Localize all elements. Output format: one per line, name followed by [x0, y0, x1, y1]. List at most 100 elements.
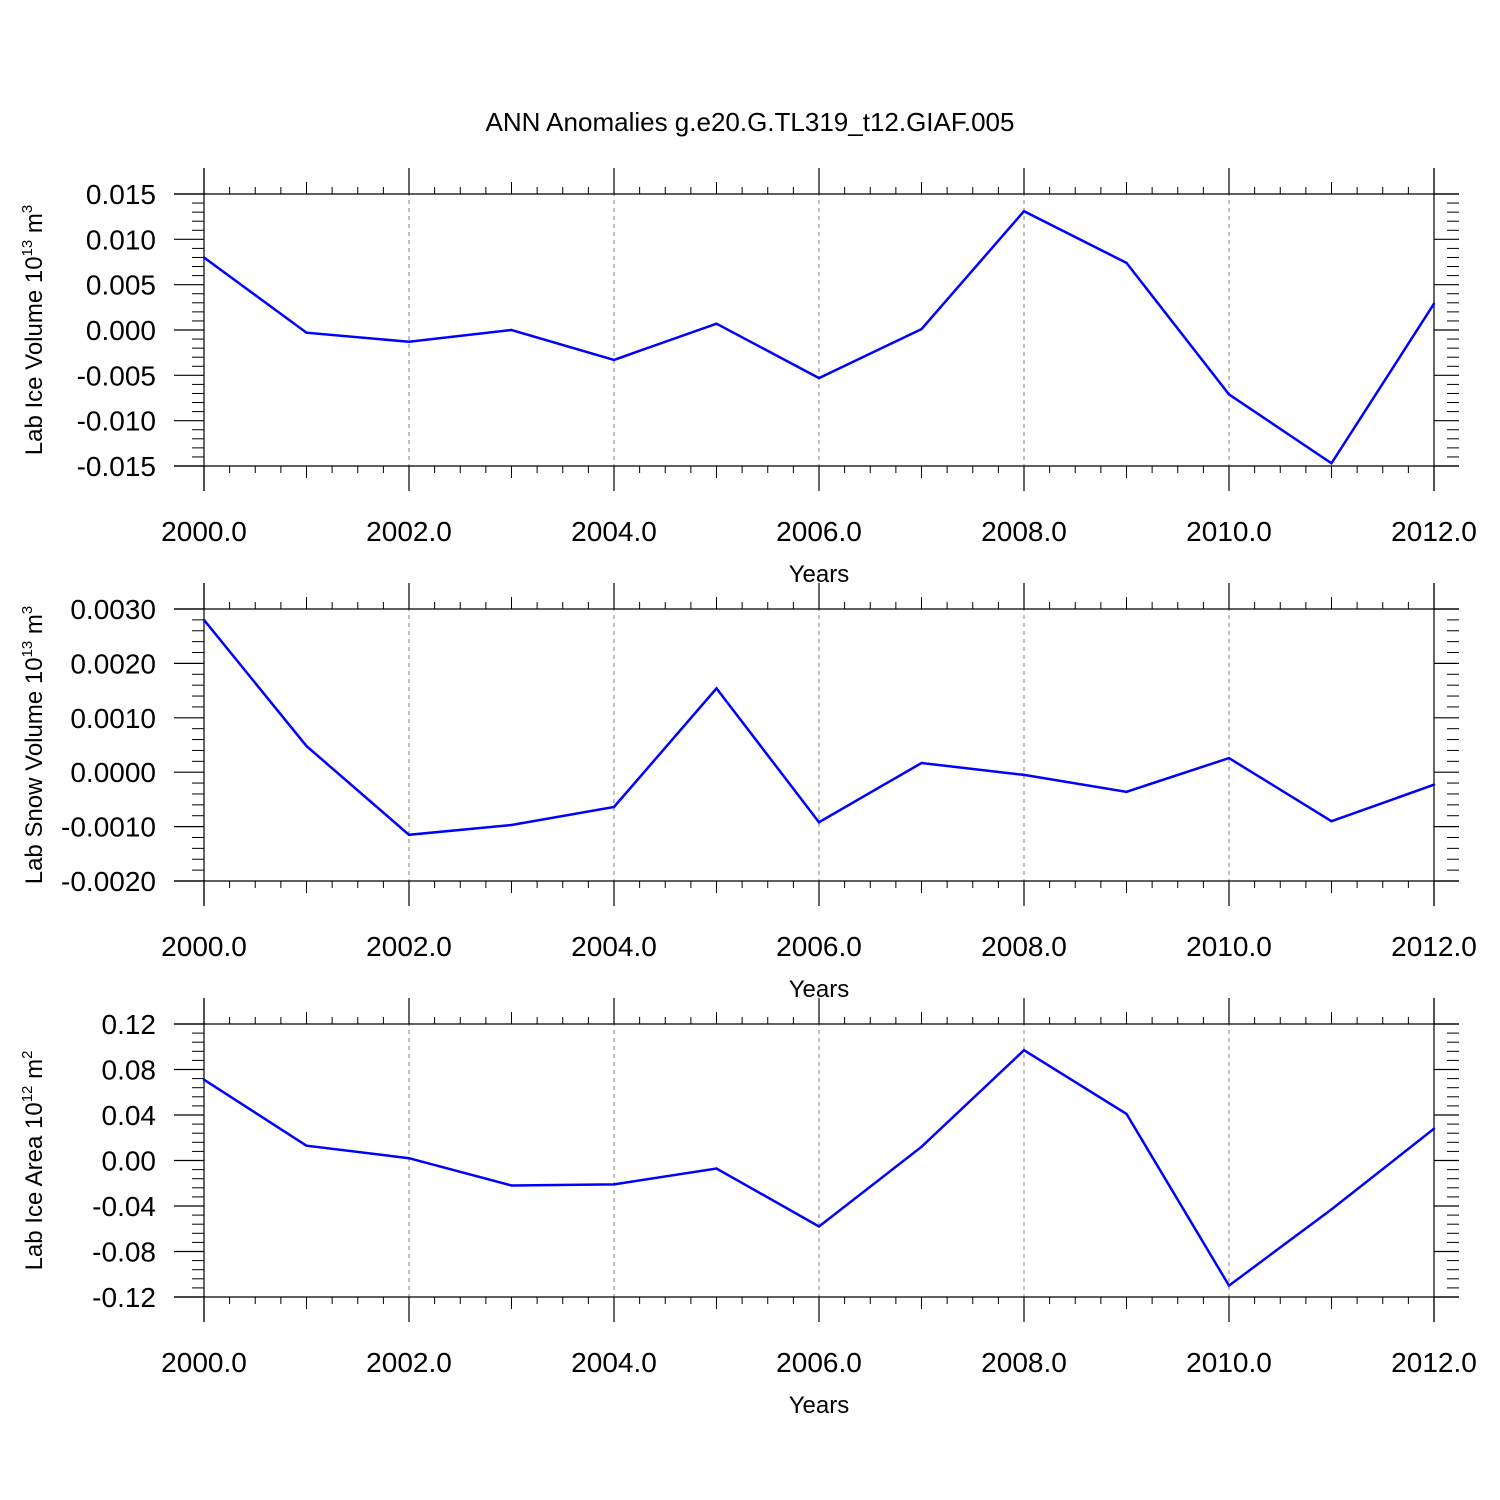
data-point: [305, 1144, 308, 1147]
y-axis-label-superscript: 2: [19, 1051, 36, 1059]
data-point: [1330, 462, 1333, 465]
data-point: [305, 331, 308, 334]
data-point: [1022, 773, 1026, 777]
data-point: [407, 1157, 411, 1160]
y-axis-label-part: Lab Ice Area 10: [21, 1102, 48, 1270]
data-point: [817, 376, 821, 380]
y-axis-label-superscript: 12: [19, 1086, 36, 1103]
panel-1: -0.015 -0.010 -0.005 0.000 0.005 0.010 0.015 20…: [19, 168, 1477, 588]
data-point: [1125, 1112, 1128, 1116]
data-point: [510, 1184, 513, 1187]
panel-3: -0.12 -0.08 -0.04 0.00 0.04 0.08 0.12 2000.0 200…: [19, 998, 1477, 1419]
y-axis-label: Lab Snow Volume 1013 m3: [19, 606, 48, 885]
x-tick-label: 2010.0: [1186, 516, 1272, 547]
data-point: [202, 618, 206, 622]
data-point: [715, 1167, 718, 1170]
y-axis-label-superscript: 13: [19, 641, 36, 658]
y-tick-label: 0.0010: [70, 703, 156, 734]
data-point: [612, 358, 616, 362]
y-tick-label: 0.04: [102, 1100, 157, 1131]
y-tick-label: 0.00: [102, 1146, 157, 1177]
data-point: [715, 322, 718, 325]
data-point: [407, 833, 411, 836]
y-tick-label: -0.12: [92, 1282, 156, 1313]
y-tick-label: 0.08: [102, 1055, 157, 1086]
data-point: [1227, 756, 1231, 760]
x-tick-label: 2002.0: [366, 931, 452, 962]
data-point: [920, 1145, 923, 1149]
data-point: [612, 1183, 616, 1186]
data-point: [510, 328, 513, 332]
x-tick-label: 2000.0: [161, 1347, 247, 1378]
y-tick-label: -0.005: [77, 360, 156, 391]
y-axis-label-part: m: [21, 614, 48, 641]
data-point: [1022, 1048, 1026, 1052]
y-tick-label: 0.010: [86, 224, 156, 255]
x-tick-label: 2008.0: [981, 1347, 1067, 1378]
data-point: [1432, 1127, 1436, 1130]
x-tick-label: 2008.0: [981, 931, 1067, 962]
x-tick-label: 2002.0: [366, 1347, 452, 1378]
x-tick-label: 2006.0: [776, 1347, 862, 1378]
x-tick-label: 2000.0: [161, 931, 247, 962]
y-tick-label: -0.015: [77, 451, 156, 482]
data-point: [817, 1225, 821, 1228]
y-axis-label: Lab Ice Area 1012 m2: [19, 1051, 48, 1271]
data-point: [1432, 783, 1436, 786]
data-point: [1432, 302, 1436, 305]
data-point: [305, 744, 308, 748]
data-point: [1125, 790, 1128, 793]
y-tick-label: 0.0020: [70, 648, 156, 679]
data-point: [1227, 393, 1231, 396]
y-tick-label: 0.0000: [70, 757, 156, 788]
y-axis-label: Lab Ice Volume 1013 m3: [19, 205, 48, 456]
data-point: [202, 256, 206, 259]
chart-title: ANN Anomalies g.e20.G.TL319_t12.GIAF.005: [486, 107, 1015, 137]
x-tick-label: 2010.0: [1186, 931, 1272, 962]
y-axis-label-superscript: 3: [19, 205, 36, 213]
x-tick-label: 2004.0: [571, 1347, 657, 1378]
data-point: [510, 823, 513, 827]
y-tick-label: 0.12: [102, 1009, 157, 1040]
x-tick-label: 2006.0: [776, 516, 862, 547]
x-tick-label: 2002.0: [366, 516, 452, 547]
x-tick-label: 2012.0: [1391, 931, 1477, 962]
y-tick-label: -0.08: [92, 1237, 156, 1268]
y-axis-label-part: m: [21, 1059, 48, 1086]
x-axis-label: Years: [789, 1392, 850, 1419]
y-tick-label: 0.015: [86, 179, 156, 210]
data-point: [1125, 261, 1128, 265]
x-tick-label: 2000.0: [161, 516, 247, 547]
y-tick-label: 0.005: [86, 270, 156, 301]
data-point: [817, 821, 821, 824]
x-tick-label: 2004.0: [571, 516, 657, 547]
x-tick-label: 2012.0: [1391, 1347, 1477, 1378]
y-tick-label: -0.0010: [61, 812, 156, 843]
y-tick-label: -0.0020: [61, 866, 156, 897]
x-tick-label: 2008.0: [981, 516, 1067, 547]
panel-2: -0.0020 -0.0010 0.0000 0.0010 0.0020 0.0030 20…: [19, 583, 1477, 1003]
y-axis-label-superscript: 13: [19, 240, 36, 257]
y-axis-label-part: Lab Ice Volume 10: [21, 256, 48, 455]
data-point: [1330, 819, 1333, 823]
data-point: [612, 805, 616, 809]
y-axis-label-part: m: [21, 213, 48, 240]
data-point: [1022, 210, 1026, 213]
data-point: [202, 1078, 206, 1081]
y-tick-label: -0.04: [92, 1191, 156, 1222]
x-tick-label: 2012.0: [1391, 516, 1477, 547]
y-axis-label-part: Lab Snow Volume 10: [21, 657, 48, 884]
y-tick-label: -0.010: [77, 406, 156, 437]
data-point: [407, 340, 411, 343]
data-point: [920, 327, 923, 331]
panels: -0.015-0.010-0.0050.0000.0050.0100.01520…: [19, 168, 1477, 1419]
data-point: [1227, 1284, 1231, 1287]
x-tick-label: 2004.0: [571, 931, 657, 962]
y-axis-label-superscript: 3: [19, 606, 36, 614]
y-tick-label: 0.000: [86, 315, 156, 346]
data-point: [1330, 1208, 1333, 1211]
x-tick-label: 2006.0: [776, 931, 862, 962]
data-point: [920, 761, 923, 765]
data-point: [715, 687, 718, 690]
